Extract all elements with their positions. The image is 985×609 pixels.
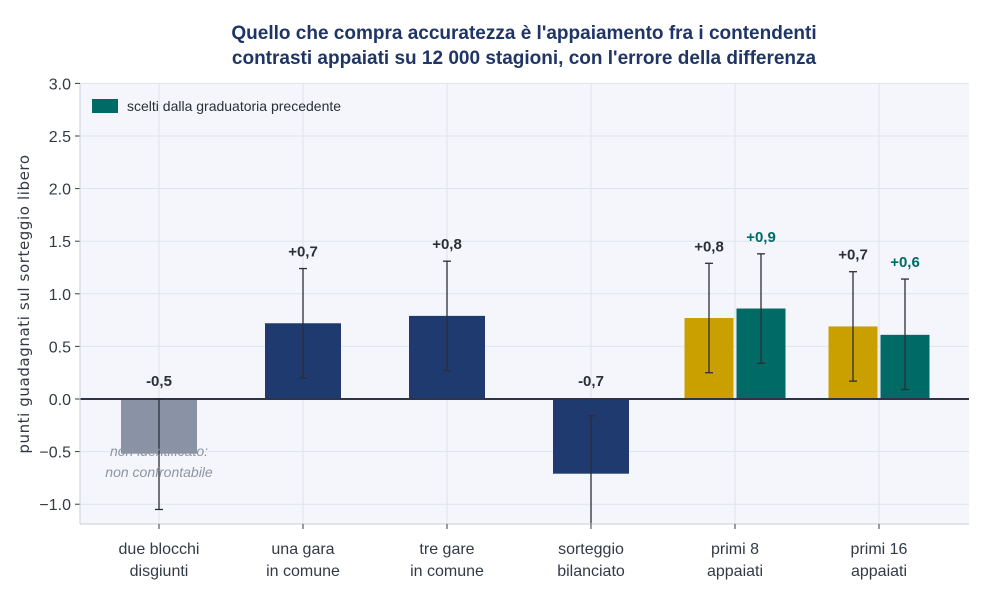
chart-title: Quello che compra accuratezza è l'appaia… xyxy=(231,23,816,69)
x-tick-label: disgiunti xyxy=(130,563,189,580)
y-tick-label: 0.5 xyxy=(49,339,71,356)
x-tick-label: primi 8 xyxy=(711,541,759,558)
error-bars xyxy=(155,253,909,524)
y-axis-label: punti guadagnati sul sorteggio libero xyxy=(15,154,33,453)
value-label: +0,7 xyxy=(838,247,868,264)
chart-title-line-1: Quello che compra accuratezza è l'appaia… xyxy=(231,23,816,44)
y-tick-label: −0.5 xyxy=(39,445,71,462)
annotation-text: non confrontabile xyxy=(105,464,213,480)
value-label: +0,9 xyxy=(746,229,776,246)
value-label: -0,5 xyxy=(146,373,172,390)
x-tick-label: in comune xyxy=(266,563,340,580)
x-tick-label: sorteggio xyxy=(558,541,624,558)
x-tick-label: appaiati xyxy=(707,563,763,580)
y-tick-label: 1.0 xyxy=(49,287,71,304)
x-tick-label: bilanciato xyxy=(557,563,625,580)
legend-label: scelti dalla graduatoria precedente xyxy=(127,98,341,114)
annotations: non identificato: non confrontabile xyxy=(105,443,213,480)
y-tick-label: −1.0 xyxy=(39,497,71,514)
x-tick-label: in comune xyxy=(410,563,484,580)
legend-swatch xyxy=(92,99,118,113)
legend: scelti dalla graduatoria precedente xyxy=(92,98,341,114)
value-label: +0,8 xyxy=(694,238,724,255)
y-tick-label: 1.5 xyxy=(49,234,71,251)
x-tick-label: due blocchi xyxy=(119,541,200,558)
grid-lines xyxy=(80,82,969,524)
x-tick-label: una gara xyxy=(271,541,334,558)
value-label: +0,7 xyxy=(288,244,318,261)
x-tick-label: primi 16 xyxy=(851,541,908,558)
y-tick-label: 2.5 xyxy=(49,129,71,146)
chart-title-line-2: contrasti appaiati su 12 000 stagioni, c… xyxy=(232,48,817,69)
value-label: -0,7 xyxy=(578,373,604,390)
value-labels: -0,5 +0,7 +0,8 -0,7 +0,8 +0,9 +0,7 +0,6 xyxy=(146,229,920,390)
plot-area xyxy=(80,84,969,524)
y-tick-label: 0.0 xyxy=(49,392,71,409)
y-tick-label: 2.0 xyxy=(49,182,71,199)
axes: 3.0 2.5 2.0 1.5 1.0 0.5 0.0 −0.5 −1.0 due blocchi… xyxy=(39,76,969,580)
annotation-text: non identificato: xyxy=(110,443,208,459)
value-label: +0,6 xyxy=(890,254,920,271)
y-tick-label: 3.0 xyxy=(49,76,71,93)
x-tick-label: tre gare xyxy=(419,541,474,558)
value-label: +0,8 xyxy=(432,236,462,253)
x-tick-label: appaiati xyxy=(851,563,907,580)
